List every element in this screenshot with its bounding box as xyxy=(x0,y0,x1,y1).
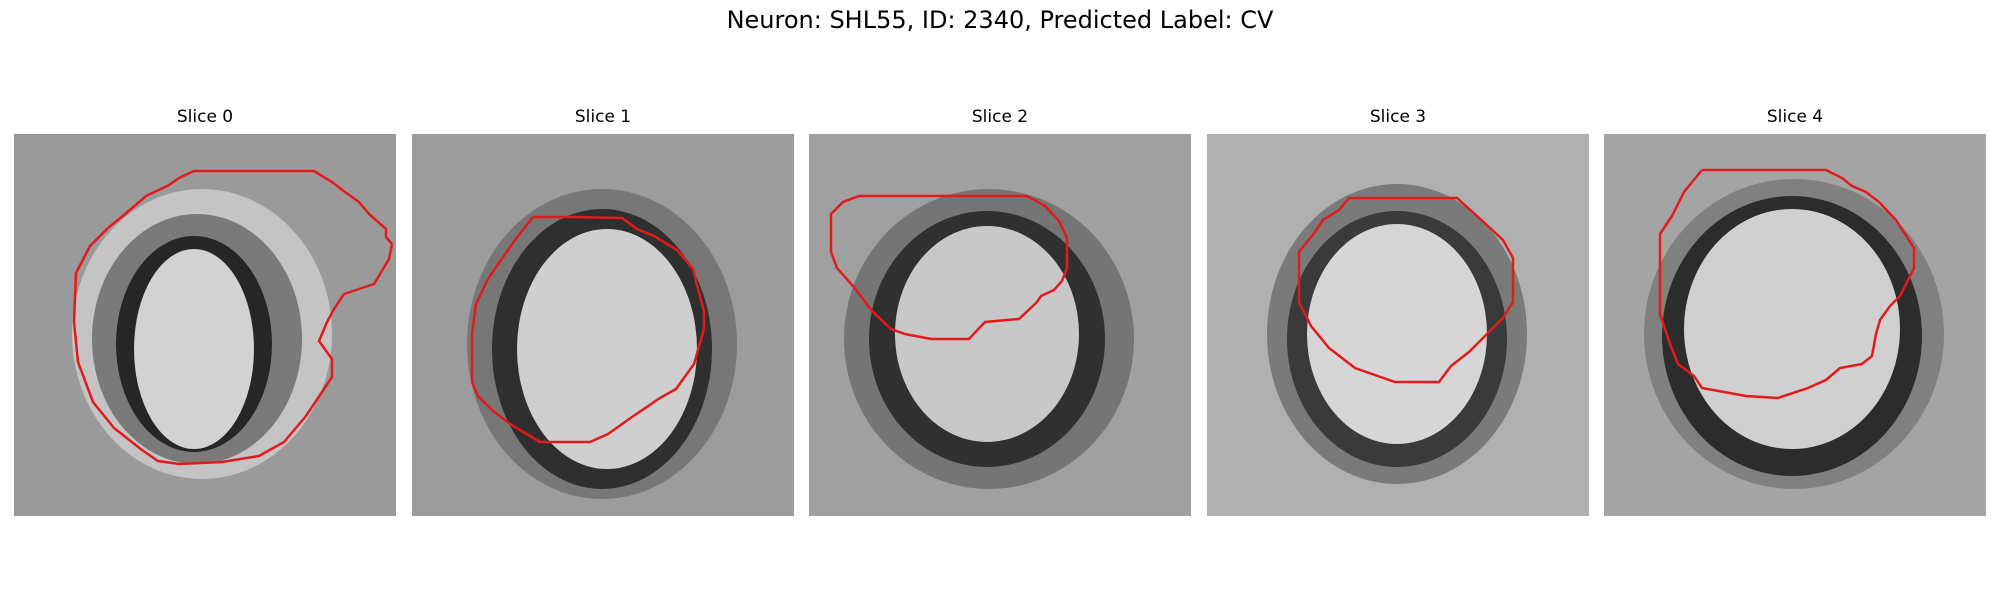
slice-image-4 xyxy=(1604,134,1986,516)
slice-image-3 xyxy=(1207,134,1589,516)
figure-title: Neuron: SHL55, ID: 2340, Predicted Label… xyxy=(726,6,1274,34)
slice-image-1 xyxy=(412,134,794,516)
slice-title-3: Slice 3 xyxy=(1369,107,1427,127)
slice-title-4: Slice 4 xyxy=(1766,107,1824,127)
slice-image-0 xyxy=(14,134,396,516)
slice-title-0: Slice 0 xyxy=(176,107,234,127)
slice-title-1: Slice 1 xyxy=(574,107,632,127)
slice-image-2 xyxy=(809,134,1191,516)
slice-title-2: Slice 2 xyxy=(971,107,1029,127)
